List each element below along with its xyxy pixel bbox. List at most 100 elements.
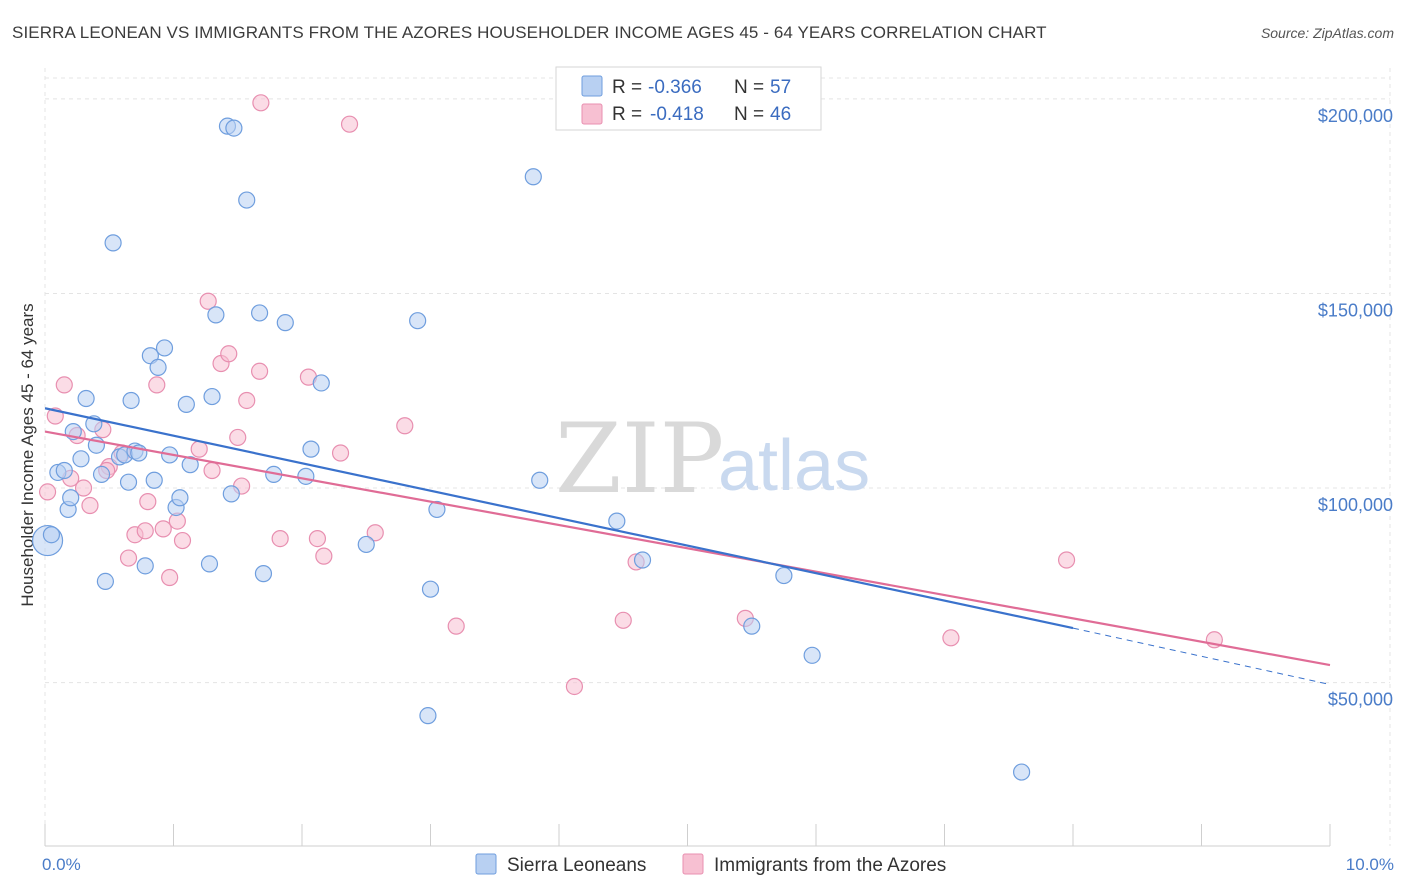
azores-point-6 — [81, 496, 99, 515]
sierra-trend-extension — [1072, 627, 1331, 686]
azores-point-14 — [148, 376, 166, 394]
azores-point-33 — [340, 115, 359, 133]
azores-point-12 — [136, 522, 154, 540]
bottom-legend-label-azores: Immigrants from the Azores — [714, 855, 946, 876]
sierra-point-20 — [136, 557, 154, 575]
watermark: ZIP atlas — [555, 403, 870, 515]
azores-trend-line — [44, 430, 1331, 667]
legend-swatch-azores — [581, 103, 603, 125]
sierra-point-7 — [72, 450, 90, 468]
azores-point-16 — [161, 568, 179, 587]
azores-point-15 — [154, 520, 172, 538]
legend-n-value-sierra: 57 — [770, 77, 791, 98]
azores-point-24 — [229, 428, 247, 447]
sierra-point-52 — [633, 551, 652, 569]
sierra-point-36 — [238, 191, 256, 209]
sierra-point-44 — [357, 535, 375, 554]
sierra-trend-line — [44, 407, 1074, 630]
azores-point-26 — [238, 391, 256, 410]
azores-point-32 — [331, 444, 350, 462]
azores-point-31 — [315, 547, 333, 565]
sierra-point-54 — [775, 566, 793, 585]
sierra-point-46 — [421, 580, 440, 598]
series-sierra-points — [31, 117, 1031, 781]
sierra-point-50 — [524, 168, 542, 186]
legend-r-value-azores: -0.418 — [650, 104, 704, 125]
sierra-point-37 — [250, 304, 269, 322]
sierra-point-5 — [62, 489, 80, 507]
sierra-point-34 — [225, 119, 243, 137]
sierra-point-1 — [42, 526, 61, 544]
watermark-atlas: atlas — [718, 426, 870, 506]
sierra-point-29 — [181, 456, 199, 474]
sierra-point-31 — [203, 387, 221, 406]
x-tick-label-min: 0.0% — [42, 855, 81, 874]
y-tick-label-200000: $200,000 — [1318, 106, 1393, 126]
azores-point-43 — [1057, 551, 1076, 569]
sierra-point-17 — [122, 391, 140, 410]
legend-n-label-sierra: N = — [734, 77, 764, 98]
sierra-point-42 — [302, 440, 320, 458]
azores-point-27 — [250, 362, 269, 380]
sierra-point-3 — [55, 461, 73, 480]
azores-point-42 — [942, 629, 960, 647]
y-tick-label-100000: $100,000 — [1318, 495, 1393, 515]
sierra-point-12 — [96, 572, 114, 591]
watermark-zip: ZIP — [555, 403, 724, 515]
bottom-legend-label-sierra: Sierra Leoneans — [507, 855, 646, 876]
azores-point-30 — [308, 530, 327, 548]
azores-point-20 — [199, 292, 217, 310]
bottom-legend: Sierra Leoneans Immigrants from the Azor… — [475, 853, 946, 876]
azores-point-37 — [447, 617, 465, 635]
y-tick-labels: $50,000 $100,000 $150,000 $200,000 — [1318, 106, 1393, 710]
azores-point-35 — [396, 417, 414, 435]
sierra-point-8 — [77, 389, 95, 408]
sierra-point-23 — [149, 358, 167, 376]
sierra-point-32 — [207, 306, 225, 324]
sierra-point-24 — [155, 339, 174, 357]
sierra-point-49 — [531, 471, 549, 489]
sierra-point-30 — [200, 555, 219, 573]
trend-lines — [44, 407, 1331, 686]
y-tick-label-50000: $50,000 — [1328, 690, 1393, 710]
sierra-point-55 — [803, 646, 821, 664]
sierra-point-13 — [104, 234, 122, 252]
azores-point-21 — [203, 461, 221, 480]
legend-swatch-sierra — [581, 75, 603, 97]
sierra-point-51 — [608, 512, 626, 530]
sierra-point-28 — [177, 395, 195, 413]
azores-point-38 — [565, 677, 584, 696]
legend-n-value-azores: 46 — [770, 104, 791, 125]
bottom-legend-swatch-azores — [682, 853, 704, 875]
sierra-point-22 — [145, 471, 163, 489]
sierra-point-38 — [254, 565, 273, 583]
sierra-point-35 — [222, 485, 240, 503]
azores-point-36 — [252, 94, 270, 112]
legend-n-label-azores: N = — [734, 104, 764, 125]
sierra-point-56 — [1012, 763, 1031, 781]
azores-point-23 — [220, 345, 238, 363]
azores-point-39 — [614, 611, 632, 629]
x-axis-ticks — [44, 824, 1331, 846]
bottom-legend-swatch-sierra — [475, 853, 497, 875]
y-axis-label: Householder Income Ages 45 - 64 years — [18, 303, 37, 606]
x-tick-label-max: 10.0% — [1346, 855, 1394, 874]
azores-point-10 — [119, 549, 138, 567]
legend-r-label-azores: R = — [612, 104, 642, 125]
sierra-point-16 — [119, 473, 138, 491]
sierra-point-47 — [419, 707, 437, 725]
sierra-point-41 — [297, 467, 315, 485]
azores-point-5 — [74, 479, 93, 497]
azores-point-28 — [271, 530, 289, 548]
chart-source: Source: ZipAtlas.com — [1261, 25, 1394, 41]
legend-r-value-sierra: -0.366 — [648, 77, 702, 98]
sierra-point-45 — [409, 312, 427, 330]
azores-point-18 — [173, 531, 192, 550]
chart-title: SIERRA LEONEAN VS IMMIGRANTS FROM THE AZ… — [12, 23, 1047, 42]
sierra-point-53 — [743, 617, 761, 635]
sierra-point-27 — [171, 489, 189, 507]
y-tick-label-150000: $150,000 — [1318, 300, 1393, 320]
azores-point-13 — [139, 493, 157, 511]
azores-point-34 — [366, 524, 384, 542]
